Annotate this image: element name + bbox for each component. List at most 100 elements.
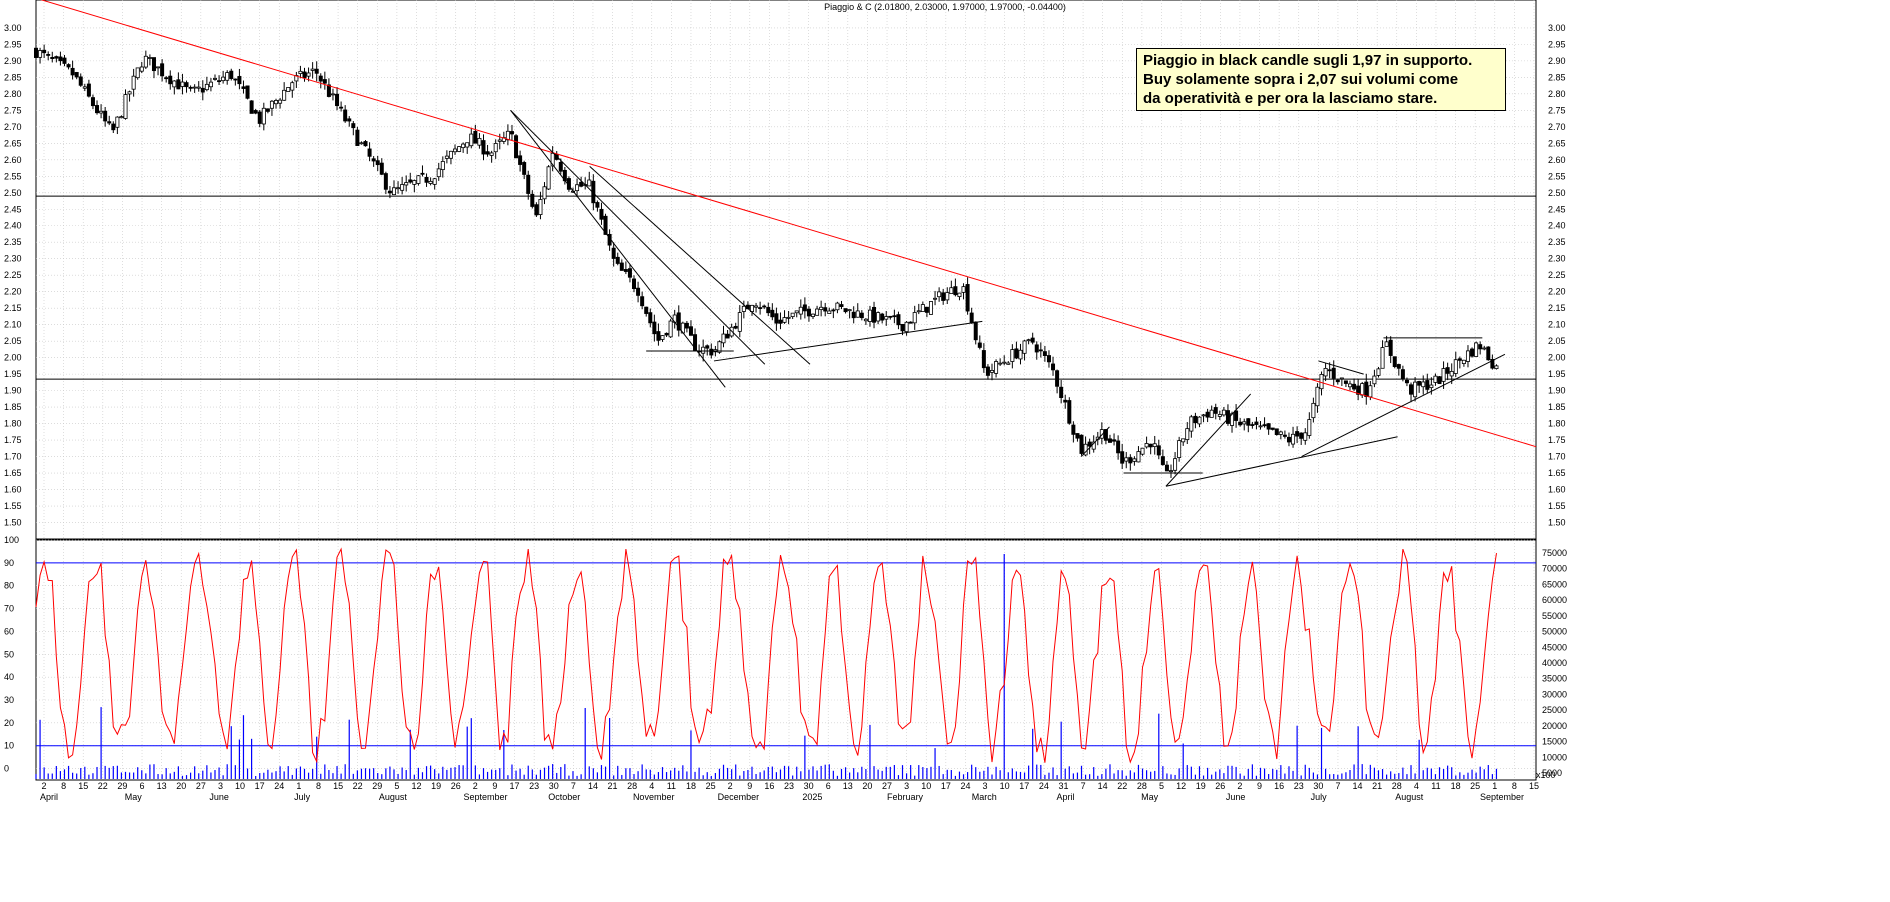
bullish-candle [432, 178, 437, 185]
date-tick-label: 8 [316, 781, 321, 791]
bearish-candle [62, 57, 67, 64]
bearish-candle [70, 67, 75, 76]
bearish-candle [619, 262, 624, 271]
bullish-candle [928, 301, 933, 315]
bullish-candle [1348, 383, 1353, 388]
oscillator-line [35, 547, 1497, 764]
bullish-candle [1185, 428, 1190, 440]
price-tick-label-left: 2.95 [4, 39, 22, 49]
bearish-candle [758, 307, 763, 309]
date-tick-label: 12 [411, 781, 421, 791]
date-tick-label: 10 [1000, 781, 1010, 791]
bullish-candle [1380, 347, 1385, 369]
bearish-candle [188, 86, 193, 89]
bullish-candle [835, 302, 840, 311]
bearish-candle [1352, 383, 1357, 390]
date-tick-label: 22 [353, 781, 363, 791]
date-tick-label: 13 [157, 781, 167, 791]
trendline [1165, 436, 1398, 487]
bearish-candle [880, 313, 885, 321]
bullish-candle [990, 370, 995, 373]
bullish-candle [261, 107, 266, 125]
price-tick-label-right: 2.90 [1548, 56, 1566, 66]
date-tick-label: 26 [451, 781, 461, 791]
date-tick-label: 5 [1159, 781, 1164, 791]
bearish-candle [774, 313, 779, 324]
bullish-candle [1217, 414, 1222, 417]
bearish-candle [709, 348, 714, 356]
bullish-candle [428, 180, 433, 184]
date-tick-label: 7 [1081, 781, 1086, 791]
bullish-candle [497, 139, 502, 142]
volume-tick-label: 5000 [1542, 768, 1562, 778]
trendline [510, 109, 766, 365]
date-tick-label: 8 [61, 781, 66, 791]
bullish-candle [1209, 409, 1214, 418]
bullish-candle [1291, 433, 1296, 445]
bullish-candle [457, 146, 462, 152]
bullish-candle [937, 291, 942, 298]
bullish-candle [1201, 414, 1206, 417]
date-tick-label: 24 [960, 781, 970, 791]
bearish-candle [1087, 441, 1092, 447]
bullish-candle [945, 292, 950, 301]
date-tick-label: 8 [1512, 781, 1517, 791]
bullish-candle [135, 67, 140, 79]
month-label: September [1480, 792, 1524, 802]
price-tick-label-right: 1.80 [1548, 419, 1566, 429]
bearish-candle [1335, 379, 1340, 383]
bearish-candle [623, 269, 628, 272]
bullish-candle [587, 179, 592, 187]
bullish-candle [827, 310, 832, 314]
bearish-candle [1327, 369, 1332, 372]
month-label: June [1226, 792, 1246, 802]
price-tick-label-right: 1.85 [1548, 402, 1566, 412]
bearish-candle [1274, 428, 1279, 435]
bullish-candle [286, 87, 291, 92]
price-tick-label-left: 1.90 [4, 386, 22, 396]
main-downtrend-line [40, 0, 1537, 448]
bearish-candle [1404, 379, 1409, 384]
bearish-candle [1282, 434, 1287, 437]
date-tick-label: 28 [627, 781, 637, 791]
date-tick-label: 2 [728, 781, 733, 791]
bearish-candle [770, 309, 775, 318]
bearish-candle [1490, 358, 1495, 369]
date-tick-label: 3 [218, 781, 223, 791]
bearish-candle [339, 106, 344, 109]
bearish-candle [253, 110, 258, 114]
oscillator-tick-label: 60 [4, 626, 14, 636]
bearish-candle [1042, 351, 1047, 357]
bullish-candle [453, 148, 458, 153]
bullish-candle [465, 142, 470, 148]
bullish-candle [1018, 349, 1023, 360]
bearish-candle [1079, 434, 1084, 454]
date-tick-label: 25 [706, 781, 716, 791]
bullish-candle [1465, 350, 1470, 362]
date-tick-label: 23 [1294, 781, 1304, 791]
date-tick-label: 20 [176, 781, 186, 791]
bullish-candle [933, 297, 938, 300]
bearish-candle [1270, 427, 1275, 430]
bullish-candle [400, 184, 405, 191]
bullish-candle [396, 187, 401, 190]
date-tick-label: 19 [1196, 781, 1206, 791]
price-tick-label-left: 1.70 [4, 452, 22, 462]
bearish-candle [1160, 456, 1165, 465]
bullish-candle [1006, 362, 1011, 365]
bullish-candle [786, 316, 791, 319]
bearish-candle [831, 309, 836, 312]
bearish-candle [1425, 380, 1430, 390]
price-tick-label-left: 1.50 [4, 518, 22, 528]
bullish-candle [310, 68, 315, 71]
date-tick-label: 3 [983, 781, 988, 791]
date-tick-label: 1 [296, 781, 301, 791]
bearish-candle [969, 312, 974, 324]
bullish-candle [550, 152, 555, 167]
bearish-candle [424, 176, 429, 183]
bullish-candle [741, 305, 746, 312]
price-tick-label-left: 2.80 [4, 89, 22, 99]
price-tick-label-right: 1.50 [1548, 518, 1566, 528]
month-label: June [209, 792, 229, 802]
date-tick-label: 29 [372, 781, 382, 791]
